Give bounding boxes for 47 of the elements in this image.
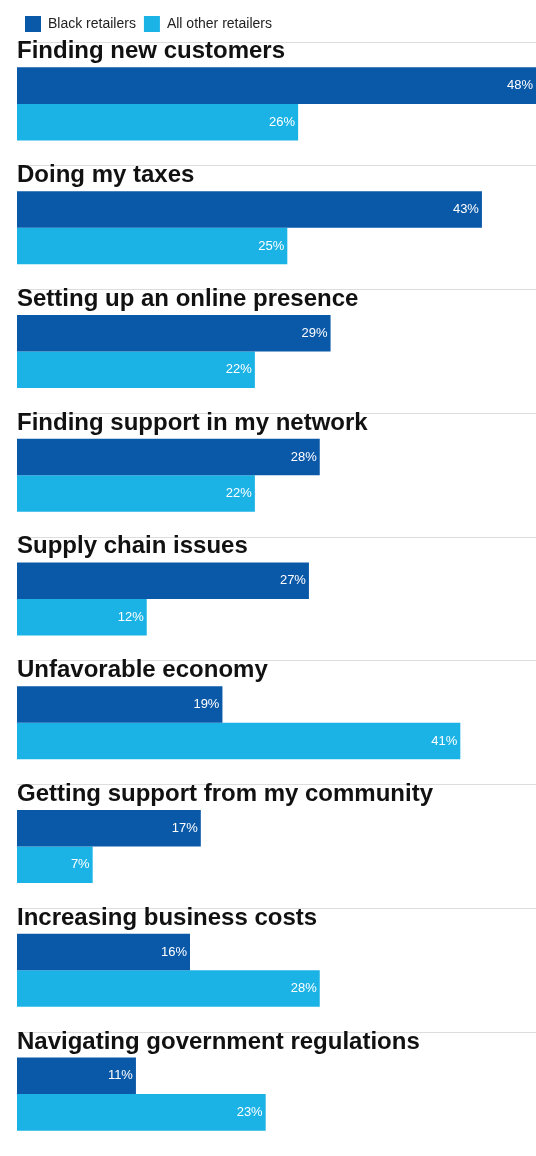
- legend-label: Black retailers: [48, 14, 136, 31]
- data-label: 22%: [225, 361, 253, 377]
- bar: [17, 438, 320, 476]
- data-label: 29%: [301, 324, 328, 340]
- bar: [17, 810, 201, 847]
- y-tick-label: Setting up an online presence: [17, 283, 359, 311]
- data-label: 43%: [452, 200, 480, 216]
- bar: [17, 1094, 266, 1131]
- bar: [17, 67, 536, 104]
- bar: [17, 722, 461, 760]
- data-label: 27%: [279, 572, 307, 588]
- bar: [17, 686, 223, 723]
- bar: [17, 970, 320, 1007]
- data-label: 22%: [225, 485, 253, 501]
- bar: [17, 562, 309, 599]
- data-label: 16%: [160, 943, 188, 959]
- bar: [17, 227, 288, 265]
- data-label: 41%: [431, 732, 458, 748]
- data-label: 7%: [70, 856, 91, 872]
- bar: [17, 191, 482, 228]
- y-tick-label: Supply chain issues: [17, 531, 248, 559]
- data-label: 17%: [171, 819, 199, 835]
- bar: [17, 314, 331, 352]
- bar: [17, 599, 147, 636]
- data-label: 28%: [290, 980, 318, 996]
- y-tick-label: Getting support from my community: [17, 779, 434, 807]
- bar: [17, 846, 93, 884]
- y-tick-label: Finding new customers: [17, 36, 286, 64]
- y-tick-label: Finding support in my network: [17, 407, 369, 435]
- data-label: 48%: [506, 77, 534, 93]
- y-tick-label: Navigating government regulations: [17, 1026, 420, 1054]
- data-label: 28%: [290, 448, 318, 464]
- bar: [17, 351, 255, 388]
- y-tick-label: Increasing business costs: [17, 902, 318, 930]
- data-label: 26%: [269, 113, 296, 129]
- y-tick-label: Doing my taxes: [17, 160, 195, 188]
- bar: [17, 103, 299, 141]
- data-label: 25%: [258, 237, 285, 253]
- data-label: 19%: [193, 696, 220, 712]
- data-label: 11%: [107, 1067, 134, 1083]
- y-tick-label: Unfavorable economy: [17, 655, 269, 683]
- bar: [17, 475, 255, 512]
- data-label: 23%: [236, 1103, 264, 1119]
- bar: [17, 933, 190, 971]
- legend-label: All other retailers: [166, 14, 272, 31]
- bar: [17, 1057, 136, 1095]
- data-label: 12%: [117, 608, 145, 624]
